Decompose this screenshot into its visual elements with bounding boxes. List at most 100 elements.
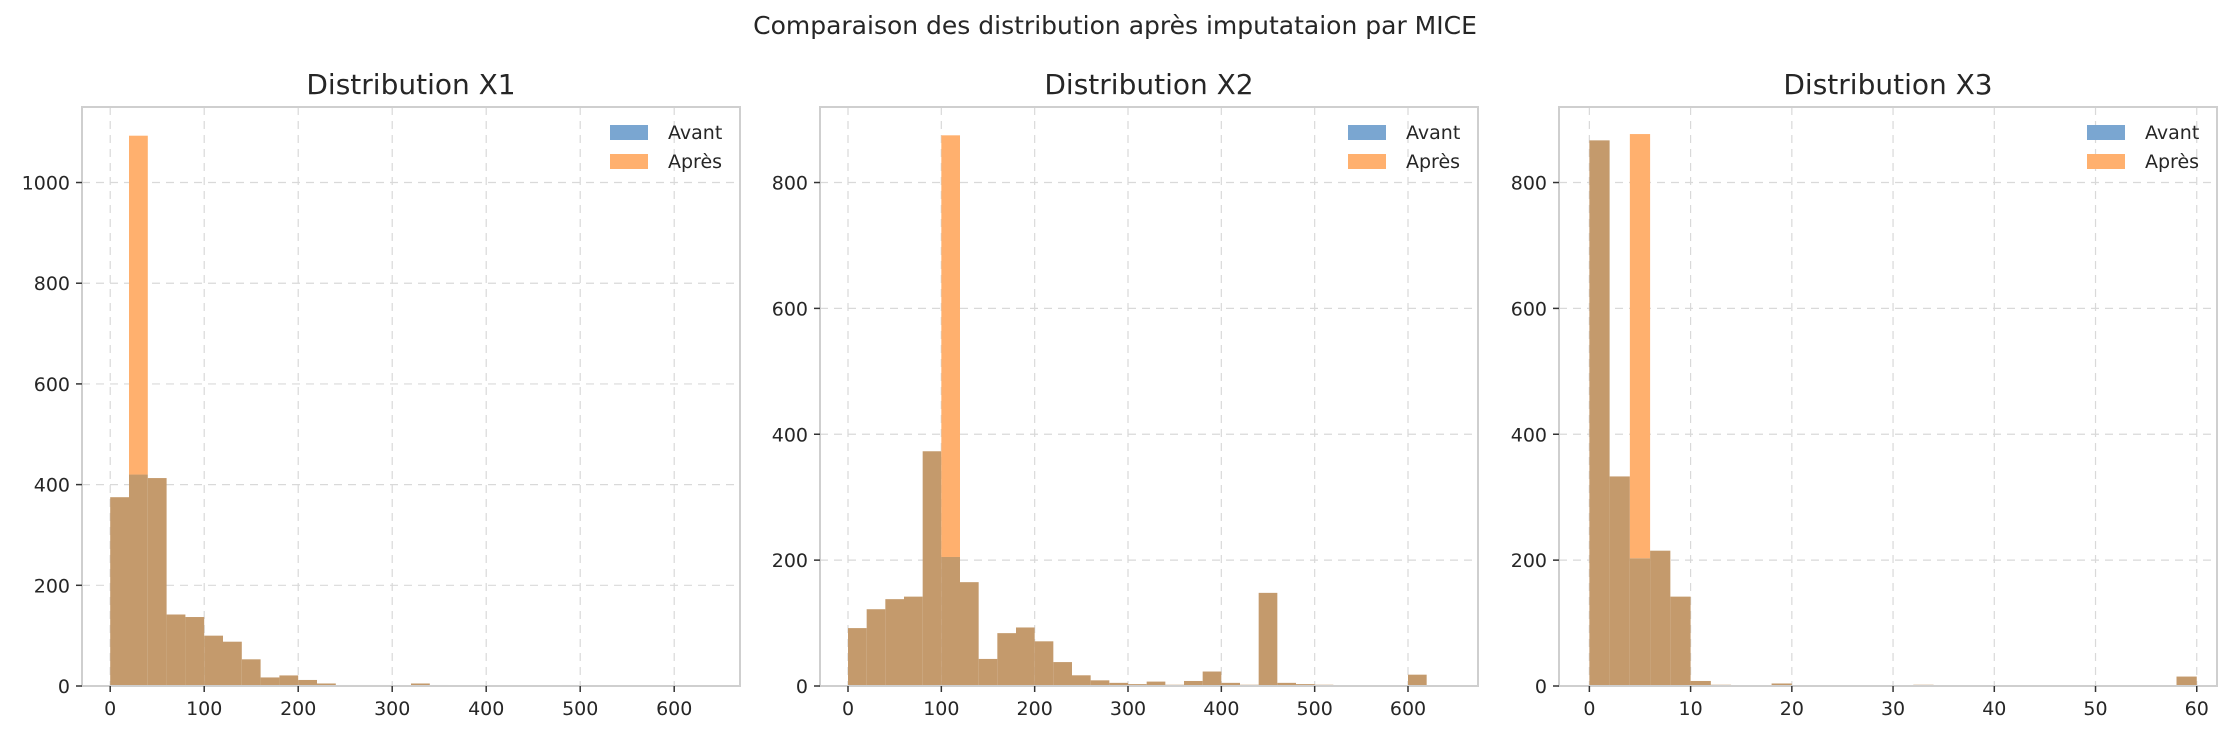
- bar-overlap: [2176, 676, 2197, 686]
- bar-overlap: [1629, 558, 1651, 686]
- x-tick-label: 300: [1110, 698, 1146, 720]
- x-tick-label: 200: [280, 698, 316, 720]
- bar-overlap: [1690, 680, 1711, 686]
- x-tick-label: 400: [468, 698, 504, 720]
- bar-overlap: [204, 635, 223, 686]
- bar-overlap: [1258, 592, 1278, 686]
- bar-overlap: [1072, 675, 1091, 686]
- bar-overlap: [941, 556, 960, 686]
- x-tick-label: 200: [1017, 698, 1053, 720]
- x-tick-label: 50: [2083, 698, 2107, 720]
- plot-frame: [819, 106, 1479, 687]
- bar-overlap: [1109, 682, 1128, 686]
- y-tick-label: 800: [34, 273, 70, 295]
- bar-overlap: [1202, 671, 1222, 686]
- y-tick-label: 0: [58, 676, 70, 698]
- legend: Avant Après: [1348, 122, 1460, 173]
- panel-3: Distribution X30 10 20 30 40 50 60020040060080…: [1511, 68, 2218, 720]
- legend-label: Après: [2145, 151, 2199, 173]
- panel-title: Distribution X3: [1783, 68, 1992, 101]
- bar-overlap: [1670, 596, 1691, 686]
- bar-apres: [941, 135, 960, 557]
- legend-label: Avant: [1406, 122, 1460, 144]
- legend-swatch-aprs: [610, 154, 648, 169]
- x-tick-label: 30: [1881, 698, 1905, 720]
- legend-swatch-avant: [2087, 125, 2125, 140]
- x-tick-label: 100: [186, 698, 222, 720]
- bar-overlap: [185, 617, 205, 686]
- x-tick-label: 0: [842, 698, 854, 720]
- bar-overlap: [848, 628, 867, 686]
- bar-overlap: [922, 451, 942, 686]
- bar-overlap: [241, 659, 261, 686]
- legend-label: Après: [668, 151, 722, 173]
- bar-overlap: [1146, 681, 1166, 686]
- y-tick-label: 600: [34, 374, 70, 396]
- legend-swatch-aprs: [1348, 154, 1386, 169]
- bar-overlap: [1408, 674, 1427, 686]
- panel-1: Distribution X1 0 100 200 300 400 500 600 0 200 40…: [22, 68, 741, 720]
- legend-swatch-avant: [610, 125, 648, 140]
- panel-2: Distribution X2 0 100 200 300 400 500 600 0 200 40…: [772, 68, 1479, 720]
- y-tick-label: 400: [772, 424, 808, 446]
- bar-apres: [129, 135, 148, 475]
- legend-swatch-avant: [1348, 125, 1386, 140]
- legend-swatch-aprs: [2087, 154, 2125, 169]
- x-tick-label: 20: [1780, 698, 1804, 720]
- x-tick-label: 10: [1679, 698, 1703, 720]
- y-tick-label: 400: [34, 475, 70, 497]
- bar-overlap: [1090, 680, 1110, 686]
- y-tick-label: 200: [772, 550, 808, 572]
- bar-overlap: [960, 582, 979, 686]
- legend: Avant Après: [2087, 122, 2199, 173]
- bar-overlap: [260, 677, 280, 686]
- y-tick-label: 400: [1511, 424, 1547, 446]
- bar-overlap: [866, 609, 886, 686]
- bar-overlap: [1034, 641, 1054, 686]
- bar-overlap: [110, 497, 129, 686]
- bar-overlap: [1589, 140, 1610, 686]
- figure-suptitle: Comparaison des distribution après imput…: [753, 11, 1477, 40]
- bar-overlap: [1650, 550, 1671, 686]
- plot-frame: [81, 106, 741, 687]
- bar-overlap: [317, 683, 336, 686]
- legend-label: Avant: [668, 122, 722, 144]
- bar-overlap: [1771, 683, 1792, 686]
- bar-overlap: [129, 474, 148, 686]
- bar-apres: [1629, 134, 1651, 559]
- bar-overlap: [1221, 682, 1240, 686]
- x-tick-label: 600: [1390, 698, 1426, 720]
- x-tick-label: 400: [1203, 698, 1239, 720]
- panel-title: Distribution X2: [1044, 68, 1253, 101]
- bar-overlap: [166, 614, 186, 686]
- panel-title: Distribution X1: [306, 68, 515, 101]
- bar-overlap: [147, 478, 167, 686]
- y-tick-label: 600: [1511, 298, 1547, 320]
- y-tick-label: 600: [772, 298, 808, 320]
- bar-overlap: [978, 658, 998, 686]
- x-tick-label: 600: [656, 698, 692, 720]
- x-tick-label: 500: [562, 698, 598, 720]
- x-tick-label: 60: [2185, 698, 2209, 720]
- x-tick-label: 40: [1982, 698, 2006, 720]
- bar-overlap: [1184, 680, 1203, 686]
- x-tick-label: 300: [374, 698, 410, 720]
- y-tick-label: 0: [1535, 676, 1547, 698]
- y-tick-label: 800: [1511, 173, 1547, 195]
- bar-overlap: [1016, 627, 1035, 686]
- bar-overlap: [1053, 662, 1072, 686]
- y-tick-label: 0: [796, 676, 808, 698]
- bar-overlap: [411, 683, 430, 686]
- bar-overlap: [279, 675, 299, 686]
- bar-overlap: [223, 641, 242, 686]
- x-tick-label: 0: [1583, 698, 1595, 720]
- bar-overlap: [298, 679, 317, 686]
- legend-label: Après: [1406, 151, 1460, 173]
- y-tick-label: 1000: [22, 173, 70, 195]
- y-tick-label: 200: [34, 575, 70, 597]
- bar-overlap: [1277, 682, 1296, 686]
- legend-label: Avant: [2145, 122, 2199, 144]
- x-tick-label: 100: [923, 698, 959, 720]
- bar-overlap: [904, 596, 923, 686]
